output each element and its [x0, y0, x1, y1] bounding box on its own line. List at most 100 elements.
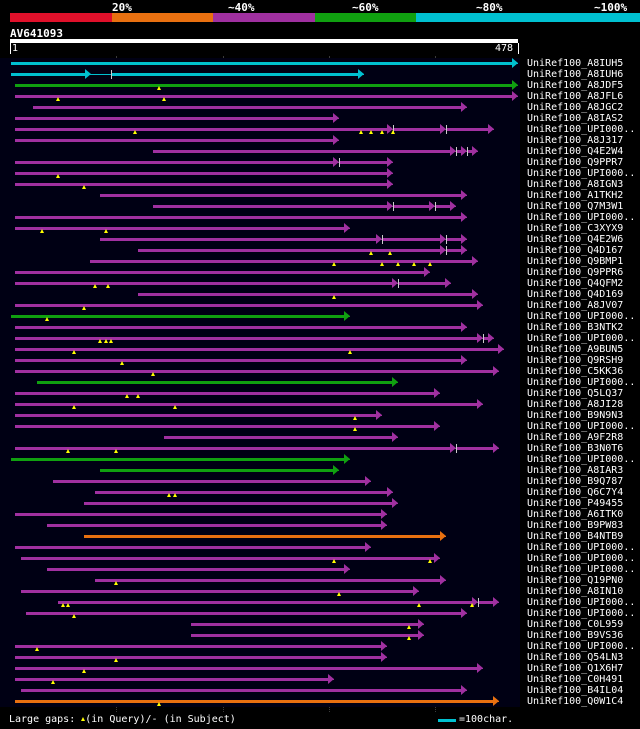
hit-label[interactable]: UniRef100_Q1X6H7 [527, 663, 624, 674]
hit-label[interactable]: UniRef100_B4IL04 [527, 685, 624, 696]
hit-label[interactable]: UniRef100_A6ITK0 [527, 509, 624, 520]
hit-segment[interactable] [25, 612, 461, 615]
hit-segment[interactable] [11, 73, 85, 76]
hit-label[interactable]: UniRef100_A8IAS2 [527, 113, 624, 124]
hit-label[interactable]: UniRef100_Q4E2W4 [527, 146, 624, 157]
hit-segment[interactable] [20, 689, 461, 692]
hit-segment[interactable] [95, 491, 387, 494]
hit-label[interactable]: UniRef100_A8JFL6 [527, 91, 624, 102]
hit-label[interactable]: UniRef100_UPI000.. [527, 608, 636, 619]
hit-segment[interactable] [11, 62, 512, 65]
hit-label[interactable]: UniRef100_Q9PPR6 [527, 267, 624, 278]
hit-segment[interactable] [15, 139, 334, 142]
hit-label[interactable]: UniRef100_UPI000.. [527, 454, 636, 465]
hit-label[interactable]: UniRef100_A8JI28 [527, 399, 624, 410]
hit-segment[interactable] [15, 425, 435, 428]
hit-segment[interactable] [52, 480, 366, 483]
hit-segment[interactable] [456, 447, 493, 450]
hit-label[interactable]: UniRef100_UPI000.. [527, 564, 636, 575]
hit-segment[interactable] [445, 128, 488, 131]
hit-segment[interactable] [445, 238, 461, 241]
hit-segment[interactable] [95, 579, 440, 582]
hit-label[interactable]: UniRef100_Q5LQ37 [527, 388, 624, 399]
hit-segment[interactable] [20, 590, 414, 593]
hit-label[interactable]: UniRef100_UPI000.. [527, 311, 636, 322]
hit-segment[interactable] [11, 458, 345, 461]
hit-label[interactable]: UniRef100_Q54LN3 [527, 652, 624, 663]
hit-segment[interactable] [15, 645, 382, 648]
hit-label[interactable]: UniRef100_A8J317 [527, 135, 624, 146]
hit-segment[interactable] [15, 348, 499, 351]
hit-label[interactable]: UniRef100_UPI000.. [527, 333, 636, 344]
hit-label[interactable]: UniRef100_Q6C7Y4 [527, 487, 624, 498]
hit-label[interactable]: UniRef100_Q4E2W6 [527, 234, 624, 245]
hit-segment[interactable] [15, 172, 387, 175]
hit-label[interactable]: UniRef100_C3XYX9 [527, 223, 624, 234]
hit-segment[interactable] [477, 601, 493, 604]
hit-label[interactable]: UniRef100_C5KK36 [527, 366, 624, 377]
hit-segment[interactable] [15, 84, 512, 87]
hit-label[interactable]: UniRef100_Q9PPR7 [527, 157, 624, 168]
hit-segment[interactable] [445, 249, 461, 252]
hit-label[interactable]: UniRef100_P49455 [527, 498, 624, 509]
hit-label[interactable]: UniRef100_A8IGN3 [527, 179, 624, 190]
hit-segment[interactable] [15, 271, 424, 274]
hit-segment[interactable] [15, 370, 493, 373]
hit-label[interactable]: UniRef100_Q19PN0 [527, 575, 624, 586]
hit-segment[interactable] [20, 557, 435, 560]
hit-label[interactable]: UniRef100_A1TKH2 [527, 190, 624, 201]
hit-segment[interactable] [57, 601, 472, 604]
hit-segment[interactable] [15, 337, 477, 340]
hit-label[interactable]: UniRef100_Q4D167 [527, 245, 624, 256]
hit-label[interactable]: UniRef100_B9Q787 [527, 476, 624, 487]
hit-segment[interactable] [15, 700, 493, 703]
hit-segment[interactable] [36, 381, 392, 384]
hit-label[interactable]: UniRef100_Q9RSH9 [527, 355, 624, 366]
hit-label[interactable]: UniRef100_B3N0T6 [527, 443, 624, 454]
hit-segment[interactable] [153, 150, 451, 153]
hit-segment[interactable] [15, 546, 366, 549]
hit-label[interactable]: UniRef100_UPI000.. [527, 542, 636, 553]
hit-label[interactable]: UniRef100_Q9BMP1 [527, 256, 624, 267]
hit-label[interactable]: UniRef100_A8IN10 [527, 586, 624, 597]
hit-segment[interactable] [137, 249, 440, 252]
hit-segment[interactable] [15, 183, 387, 186]
hit-segment[interactable] [466, 150, 472, 153]
hit-label[interactable]: UniRef100_C0H491 [527, 674, 624, 685]
hit-segment[interactable] [15, 667, 477, 670]
hit-segment[interactable] [15, 227, 345, 230]
hit-label[interactable]: UniRef100_UPI000.. [527, 553, 636, 564]
hit-segment[interactable] [33, 106, 461, 109]
hit-segment[interactable] [190, 623, 419, 626]
hit-label[interactable]: UniRef100_A8IUH6 [527, 69, 624, 80]
hit-segment[interactable] [100, 469, 334, 472]
hit-label[interactable]: UniRef100_B9VS36 [527, 630, 624, 641]
hit-segment[interactable] [100, 238, 376, 241]
hit-segment[interactable] [15, 414, 376, 417]
hit-label[interactable]: UniRef100_UPI000.. [527, 168, 636, 179]
hit-segment[interactable] [110, 73, 358, 76]
hit-label[interactable]: UniRef100_UPI000.. [527, 641, 636, 652]
hit-segment[interactable] [15, 403, 477, 406]
hit-label[interactable]: UniRef100_B3NTK2 [527, 322, 624, 333]
hit-segment[interactable] [15, 161, 334, 164]
hit-segment[interactable] [15, 513, 382, 516]
hit-segment[interactable] [15, 128, 387, 131]
hit-segment[interactable] [15, 678, 329, 681]
hit-segment[interactable] [15, 326, 461, 329]
hit-segment[interactable] [456, 150, 461, 153]
hit-segment[interactable] [15, 282, 392, 285]
hit-segment[interactable] [11, 315, 345, 318]
hit-label[interactable]: UniRef100_A9BUN5 [527, 344, 624, 355]
hit-segment[interactable] [100, 194, 461, 197]
hit-segment[interactable] [15, 392, 435, 395]
hit-label[interactable]: UniRef100_UPI000.. [527, 124, 636, 135]
hit-segment[interactable] [15, 447, 451, 450]
hit-segment[interactable] [482, 337, 488, 340]
hit-segment[interactable] [84, 502, 392, 505]
hit-label[interactable]: UniRef100_A8JV07 [527, 300, 624, 311]
hit-label[interactable]: UniRef100_Q4QFM2 [527, 278, 624, 289]
hit-segment[interactable] [381, 238, 440, 241]
hit-label[interactable]: UniRef100_A8JGC2 [527, 102, 624, 113]
hit-segment[interactable] [153, 205, 387, 208]
